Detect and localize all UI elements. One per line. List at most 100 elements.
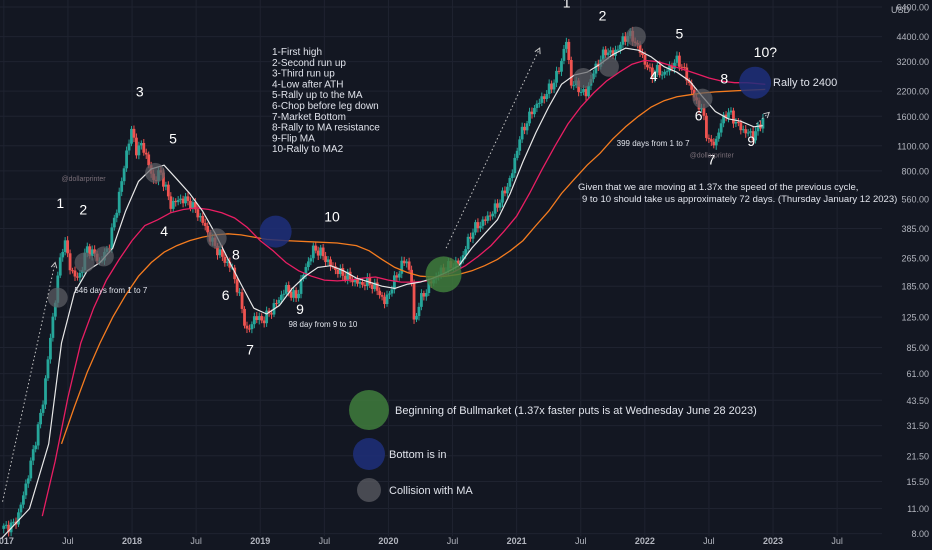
candle-body [203, 222, 207, 226]
candle-body [665, 71, 669, 73]
candle-body [493, 203, 497, 214]
steps-list-item: 5-Rally up to the MA [272, 90, 363, 101]
cycle-label: 7 [246, 341, 254, 357]
candle-body [311, 245, 315, 259]
y-tick-label: 15.50 [906, 477, 929, 487]
candle-body [233, 267, 237, 280]
annotation-text: 399 days from 1 to 7 [617, 139, 690, 148]
candle-body [93, 249, 97, 254]
candle-body [228, 261, 232, 268]
candle-body [284, 285, 288, 294]
candle-body [68, 253, 72, 271]
legend-label: Collision with MA [389, 485, 473, 497]
candle-body [282, 293, 286, 295]
candle-body [250, 324, 254, 330]
candle-body [51, 316, 55, 338]
y-tick-label: 2200.00 [896, 87, 929, 97]
y-tick-label: 31.50 [906, 421, 929, 431]
candle-body [225, 261, 229, 263]
candle-body [139, 142, 143, 146]
candle-body [218, 249, 222, 256]
candle-body [714, 138, 718, 146]
candle-body [690, 82, 694, 90]
candle-body [552, 82, 556, 90]
candle-body [587, 85, 590, 97]
candle-body [653, 72, 657, 80]
candle-body [343, 275, 347, 280]
candle-body [506, 186, 509, 194]
annotation-text: @dollarprinter [690, 152, 735, 159]
candle-body [73, 270, 77, 277]
candle-body [525, 123, 529, 131]
candle-body [670, 65, 674, 69]
candle-body [363, 284, 367, 287]
candle-body [198, 215, 202, 218]
candle-body [348, 271, 352, 280]
candle-body [555, 70, 558, 83]
candle-body [722, 114, 726, 124]
candle-body [545, 93, 549, 100]
candle-body [550, 83, 554, 90]
candle-body [78, 272, 82, 278]
candle-body [709, 139, 713, 142]
candle-body [682, 66, 686, 68]
candle-body [275, 303, 278, 305]
candle-body [277, 299, 281, 304]
candle-body [417, 306, 421, 317]
markers-layer [47, 26, 772, 308]
candle-body [474, 222, 477, 233]
x-tick-label: 2020 [378, 536, 398, 546]
candle-body [378, 290, 382, 296]
candle-body [503, 190, 507, 194]
candle-body [206, 225, 210, 233]
candle-body [361, 282, 364, 285]
candle-body [71, 270, 74, 272]
green-legend-swatch [349, 390, 389, 430]
candle-body [243, 308, 246, 326]
candle-body [17, 512, 20, 525]
cycle-label: 9 [296, 301, 304, 317]
candle-body [510, 173, 514, 178]
candle-body [464, 249, 468, 256]
steps-list-item: 7-Market Bottom [272, 112, 346, 123]
candle-body [540, 96, 544, 103]
candle-body [314, 245, 318, 251]
candle-body [270, 313, 273, 315]
candle-body [705, 115, 708, 138]
candle-body [564, 41, 568, 49]
candle-body [604, 49, 608, 56]
candle-body [19, 504, 23, 513]
y-tick-label: 185.00 [901, 282, 929, 292]
y-tick-label: 265.00 [901, 253, 929, 263]
legend-label: Bottom is in [389, 449, 446, 461]
candle-body [478, 225, 482, 229]
candle-body [189, 200, 192, 209]
candle-body [533, 108, 536, 115]
gray-marker [692, 88, 713, 109]
candle-body [44, 378, 47, 405]
candle-body [560, 60, 563, 72]
candle-body [186, 196, 190, 201]
candle-body [591, 73, 595, 80]
candle-body [21, 495, 25, 505]
candle-body [216, 245, 219, 256]
candle-body [26, 478, 30, 484]
cycle-label: 4 [160, 223, 168, 239]
candle-body [240, 292, 244, 309]
candle-body [368, 277, 372, 285]
candle-body [171, 200, 175, 209]
candle-body [235, 279, 239, 293]
candle-body [375, 282, 379, 291]
candle-body [115, 212, 119, 218]
candle-body [221, 249, 224, 257]
candle-body [265, 310, 269, 324]
candle-body [754, 131, 757, 141]
candle-body [380, 295, 384, 297]
cycle-label: 2 [599, 7, 607, 23]
candle-body [24, 483, 28, 496]
cycle-label: 5 [169, 131, 177, 147]
candle-body [646, 64, 649, 68]
candle-body [702, 107, 706, 116]
candle-body [496, 203, 499, 208]
candle-body [309, 258, 313, 262]
